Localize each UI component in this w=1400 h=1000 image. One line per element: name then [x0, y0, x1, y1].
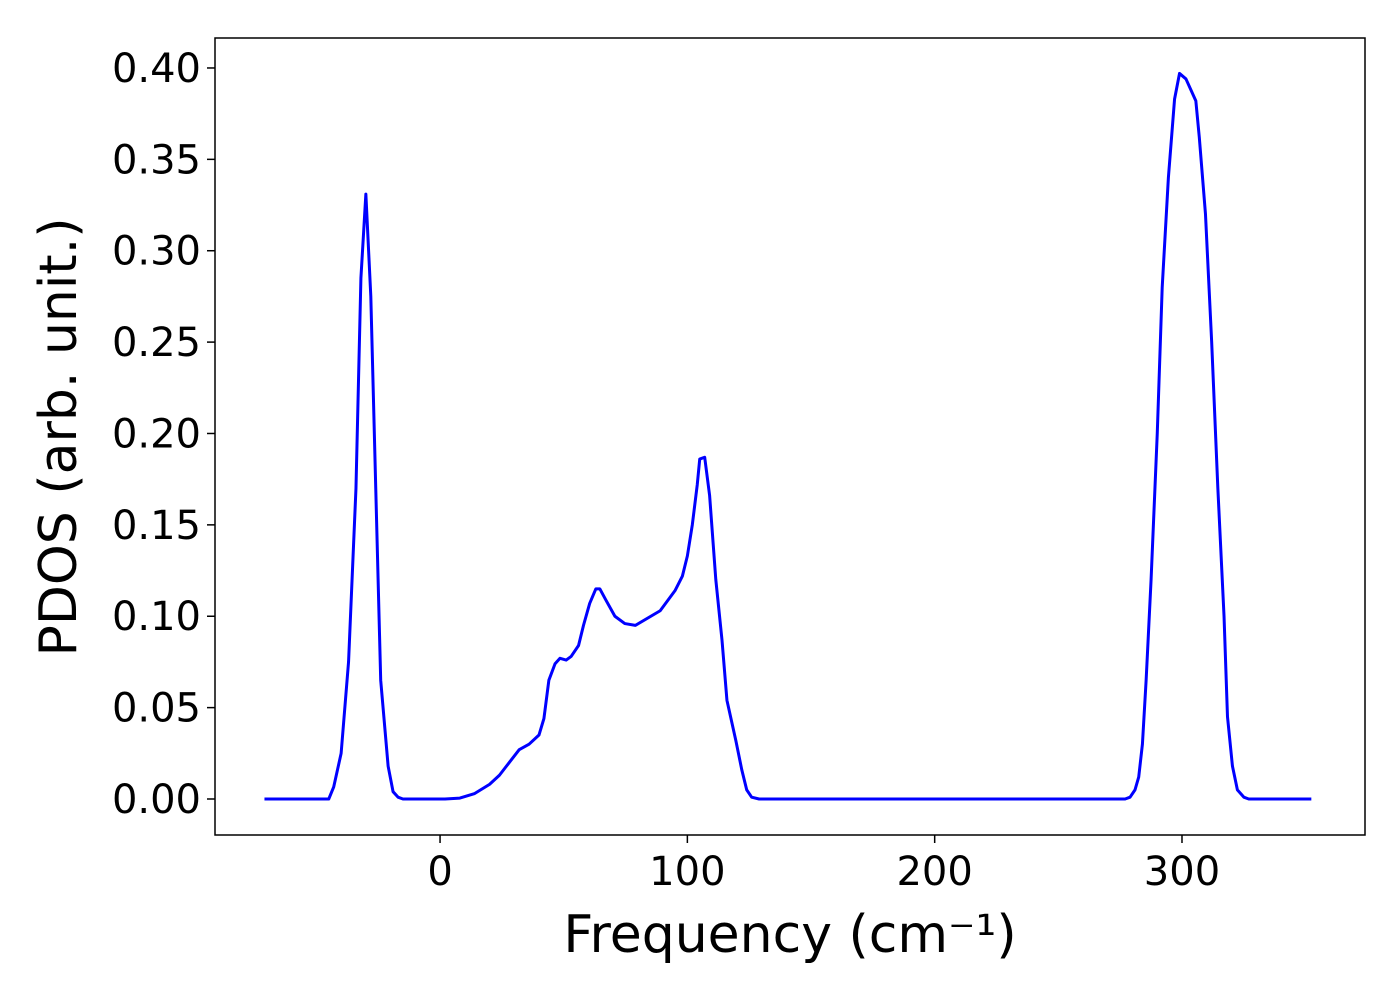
- y-tick-label: 0.00: [112, 777, 201, 823]
- x-tick-label: 300: [1144, 849, 1220, 895]
- x-axis-label: Frequency (cm⁻¹): [563, 905, 1016, 965]
- y-tick-label: 0.25: [112, 320, 201, 366]
- x-tick-label: 100: [649, 849, 725, 895]
- y-tick-label: 0.40: [112, 46, 201, 92]
- y-tick-label: 0.15: [112, 503, 201, 549]
- y-tick-label: 0.05: [112, 686, 201, 732]
- x-tick-label: 200: [896, 849, 972, 895]
- y-tick-label: 0.20: [112, 411, 201, 457]
- y-axis-label: PDOS (arb. unit.): [29, 217, 89, 656]
- x-tick-label: 0: [427, 849, 452, 895]
- y-tick-label: 0.10: [112, 594, 201, 640]
- y-tick-label: 0.35: [112, 137, 201, 183]
- plot-frame: [214, 37, 1366, 836]
- y-tick-label: 0.30: [112, 229, 201, 275]
- data-line: [264, 71, 1312, 801]
